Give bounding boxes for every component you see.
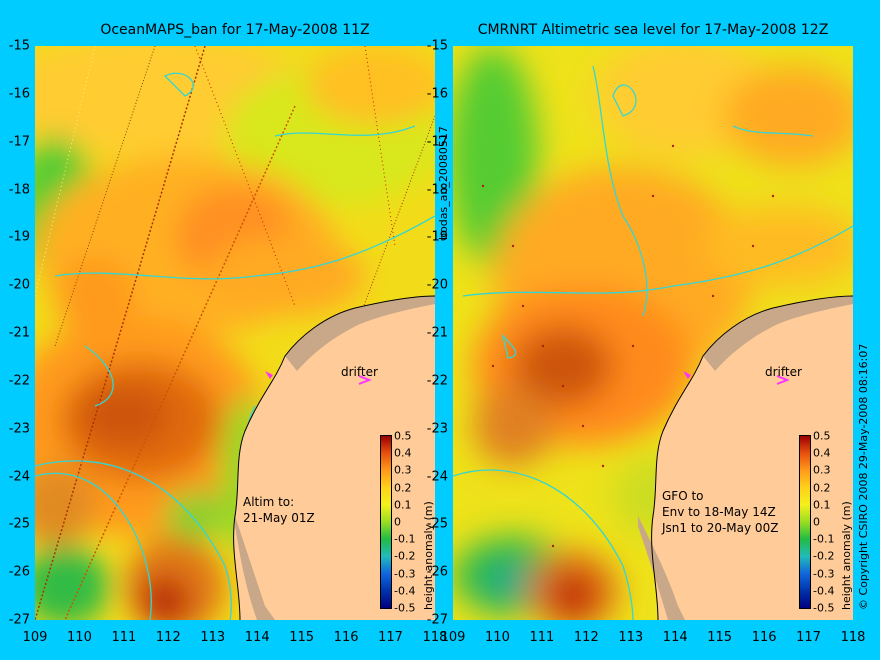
lon-tick-label: 116 [751,630,777,645]
lat-tick-label: -15 [426,38,448,54]
colorbar-tick-label: -0.2 [813,549,835,563]
lat-tick-label: -27 [8,612,30,628]
lat-tick-label: -23 [8,421,30,437]
lat-tick-label: -21 [8,325,30,341]
gfo-note: GFO to Env to 18-May 14Z Jsn1 to 20-May … [662,489,779,535]
left-map[interactable] [35,46,435,620]
lon-tick-label: 109 [22,630,48,645]
lat-tick-label: -16 [8,86,30,102]
colorbar-tick-label: 0.2 [394,481,412,495]
colorbar-tick-label: -0.5 [394,601,416,615]
colorbar-tick-label: 0.3 [394,463,412,477]
colorbar-tick-label: -0.4 [813,584,835,598]
lon-tick-label: 115 [707,630,733,645]
colorbar-tick-label: 0.3 [813,463,831,477]
lon-tick-label: 115 [289,630,315,645]
lon-tick-label: 111 [529,630,555,645]
colorbar-tick-label: 0.4 [394,446,412,460]
colorbar-tick-label: 0.4 [813,446,831,460]
lat-tick-label: -22 [426,373,448,389]
colorbar-tick-label: -0.3 [813,567,835,581]
colorbar-tick-label: -0.3 [394,567,416,581]
lat-tick-label: -26 [426,564,448,580]
lat-tick-label: -15 [8,38,30,54]
colorbar-tick-label: -0.4 [394,584,416,598]
lon-tick-label: 117 [378,630,403,645]
colorbar-tick-label: 0.5 [394,429,412,443]
lat-tick-label: -16 [426,86,448,102]
colorbar-tick-label: 0.2 [813,481,831,495]
colorbar-tick-label: 0.5 [813,429,831,443]
lat-tick-label: -17 [426,134,448,150]
lat-tick-label: -23 [426,421,448,437]
lon-tick-label: 114 [244,630,270,645]
right-drifter-label: drifter [765,365,802,379]
colorbar-tick-label: 0.1 [813,498,831,512]
colorbar-tick-label: 0.1 [394,498,412,512]
lon-tick-label: 110 [485,630,510,645]
lat-tick-label: -20 [426,277,448,293]
lat-tick-label: -27 [426,612,448,628]
colorbar-tick-label: -0.1 [394,532,416,546]
lat-tick-label: -25 [426,516,448,532]
lat-tick-label: -18 [8,182,30,197]
lon-tick-label: 112 [155,630,181,645]
right-drifter-marker [776,375,790,385]
lon-tick-label: 114 [662,630,688,645]
left-drifter-label: drifter [341,365,378,379]
lon-tick-label: 118 [422,630,448,645]
left-map-title: OceanMAPS_ban for 17-May-2008 11Z [100,22,370,38]
lon-tick-label: 109 [440,630,466,645]
lat-tick-label: -26 [8,564,30,580]
lat-tick-label: -17 [8,134,30,150]
analysis-id-label: bodas_an_20080517 [437,126,450,240]
lon-tick-label: 118 [840,630,866,645]
right-map-canvas [453,46,853,620]
lat-tick-label: -20 [8,277,30,293]
colorbar-tick-label: 0 [813,515,820,529]
lon-tick-label: 113 [618,630,644,645]
lat-tick-label: -25 [8,516,30,532]
lat-tick-label: -18 [426,182,448,197]
lat-tick-label: -19 [8,229,30,245]
right-map-title: CMRNRT Altimetric sea level for 17-May-2… [477,22,829,38]
left-drifter-marker [358,375,372,385]
colorbar-tick-label: -0.5 [813,601,835,615]
colorbar-tick-label: -0.2 [394,549,416,563]
left-colorbar [380,435,392,609]
altim-note: Altim to: 21-May 01Z [243,495,315,525]
lat-tick-label: -24 [8,469,30,484]
copyright-label: © Copyright CSIRO 2008 29-May-2008 08:16… [857,343,870,610]
lon-tick-label: 112 [573,630,599,645]
right-map[interactable] [453,46,853,620]
left-colorbar-label: height anomaly (m) [422,501,435,610]
lon-tick-label: 116 [333,630,359,645]
lon-tick-label: 110 [67,630,92,645]
lat-tick-label: -19 [426,229,448,245]
lon-tick-label: 111 [111,630,137,645]
left-map-canvas [35,46,435,620]
lon-tick-label: 113 [200,630,226,645]
right-colorbar-label: height anomaly (m) [840,501,853,610]
lat-tick-label: -21 [426,325,448,341]
right-colorbar [799,435,811,609]
lat-tick-label: -24 [426,469,448,484]
colorbar-tick-label: -0.1 [813,532,835,546]
lon-tick-label: 117 [796,630,821,645]
colorbar-tick-label: 0 [394,515,401,529]
lat-tick-label: -22 [8,373,30,389]
